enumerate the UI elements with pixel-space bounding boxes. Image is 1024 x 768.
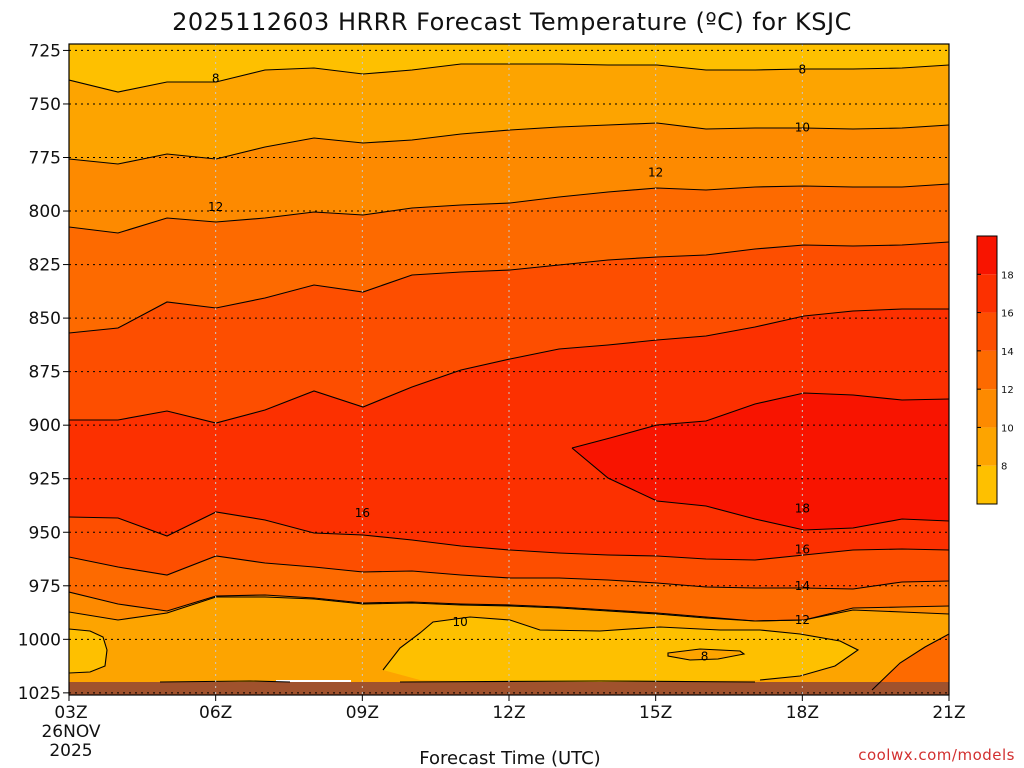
colorbar-label: 12 bbox=[1001, 385, 1014, 396]
colorbar-swatch bbox=[977, 427, 997, 466]
y-tick-label: 725 bbox=[29, 41, 61, 61]
colorbar-swatch bbox=[977, 350, 997, 390]
colorbar-swatch bbox=[977, 465, 997, 504]
contour-label: 10 bbox=[795, 121, 810, 135]
y-tick-label: 1000 bbox=[18, 630, 61, 650]
x-tick-label: 06Z bbox=[199, 703, 232, 723]
y-tick-label: 1025 bbox=[18, 684, 61, 704]
contour-label: 16 bbox=[795, 542, 810, 556]
x-axis: 03Z 06Z 09Z 12Z 15Z 18Z 21Z bbox=[54, 695, 966, 723]
contour-label: 8 bbox=[212, 71, 220, 85]
surface-marker bbox=[276, 680, 351, 682]
y-tick-label: 925 bbox=[29, 470, 61, 490]
x-tick-label: 03Z bbox=[54, 703, 87, 723]
y-tick-label: 800 bbox=[29, 202, 61, 222]
ground-strip bbox=[69, 682, 949, 695]
x-tick-label: 15Z bbox=[639, 703, 672, 723]
colorbar: 8 10 12 14 16 18 bbox=[976, 235, 1014, 505]
contour-label: 8 bbox=[701, 649, 709, 663]
x-tick-label: 21Z bbox=[932, 703, 965, 723]
band-above-18 bbox=[572, 393, 949, 530]
contour-label: 12 bbox=[795, 613, 810, 627]
colorbar-label: 8 bbox=[1001, 462, 1007, 473]
colorbar-label: 10 bbox=[1001, 423, 1014, 434]
contour-labels: 8 8 10 12 12 16 18 16 14 12 10 8 bbox=[208, 63, 810, 664]
band-8-10 bbox=[69, 44, 949, 92]
y-tick-label: 975 bbox=[29, 577, 61, 597]
contour-lines bbox=[69, 63, 949, 691]
colorbar-frame bbox=[976, 235, 998, 505]
x-date-line-1: 26NOV bbox=[41, 722, 100, 742]
y-tick-label: 825 bbox=[29, 256, 61, 276]
contour-label: 18 bbox=[795, 502, 810, 516]
band-8-10-left bbox=[69, 629, 107, 673]
contour-label: 14 bbox=[795, 579, 810, 593]
y-tick-label: 850 bbox=[29, 309, 61, 329]
y-tick-label: 750 bbox=[29, 95, 61, 115]
x-tick-label: 18Z bbox=[786, 703, 819, 723]
colorbar-label: 14 bbox=[1001, 347, 1014, 358]
y-tick-label: 900 bbox=[29, 416, 61, 436]
y-tick-label: 950 bbox=[29, 523, 61, 543]
band-8-10-lower bbox=[383, 617, 858, 682]
contour-label: 12 bbox=[208, 200, 223, 214]
y-tick-label: 775 bbox=[29, 148, 61, 168]
colorbar-label: 18 bbox=[1001, 270, 1014, 281]
x-date-line-2: 2025 bbox=[49, 741, 92, 761]
y-tick-label: 875 bbox=[29, 363, 61, 383]
x-axis-label: Forecast Time (UTC) bbox=[419, 748, 600, 768]
plot-area: 8 8 10 12 12 16 18 16 14 12 10 8 bbox=[69, 44, 949, 695]
vertical-gridlines bbox=[215, 44, 803, 695]
warm-corner bbox=[872, 634, 949, 695]
chart-title: 2025112603 HRRR Forecast Temperature (ºC… bbox=[172, 8, 852, 36]
colorbar-swatch bbox=[977, 389, 997, 428]
credit-text: coolwx.com/models bbox=[858, 746, 1015, 764]
colorbar-label: 16 bbox=[1001, 309, 1014, 320]
x-tick-label: 12Z bbox=[492, 703, 525, 723]
y-axis: 725 750 775 800 825 850 875 900 925 950 975 1000 102… bbox=[18, 41, 69, 704]
contour-label: 16 bbox=[355, 506, 370, 520]
contour-label: 12 bbox=[648, 165, 663, 179]
x-tick-label: 09Z bbox=[346, 703, 379, 723]
colorbar-swatch bbox=[977, 312, 997, 351]
colorbar-swatch bbox=[977, 236, 997, 275]
contour-label: 8 bbox=[799, 63, 807, 77]
colorbar-swatch bbox=[977, 274, 997, 313]
contour-label: 10 bbox=[452, 615, 467, 629]
